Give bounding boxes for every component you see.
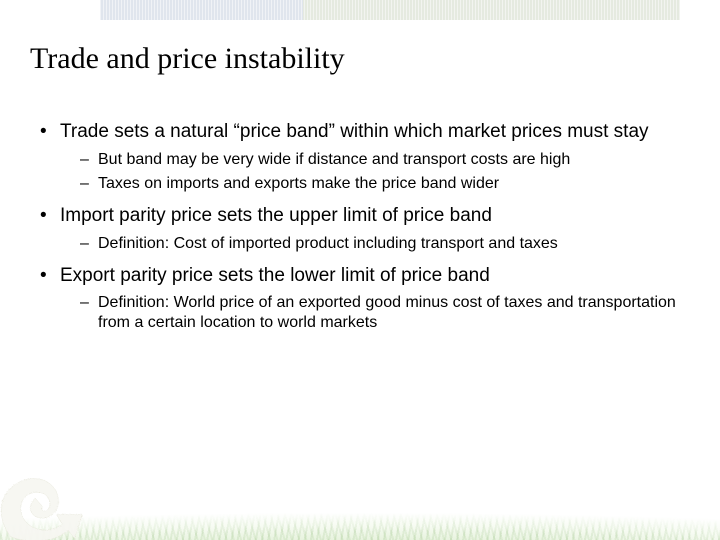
- bullet-text: Export parity price sets the lower limit…: [60, 265, 490, 286]
- list-item: Definition: World price of an exported g…: [60, 293, 680, 333]
- sub-bullet-list: Definition: Cost of imported product inc…: [60, 234, 680, 254]
- list-item: But band may be very wide if distance an…: [60, 150, 680, 170]
- slide-title: Trade and price instability: [30, 42, 345, 76]
- list-item: Import parity price sets the upper limit…: [34, 204, 680, 254]
- sub-bullet-list: Definition: World price of an exported g…: [60, 293, 680, 333]
- list-item: Taxes on imports and exports make the pr…: [60, 174, 680, 194]
- sub-bullet-list: But band may be very wide if distance an…: [60, 150, 680, 194]
- footer-decoration: [0, 430, 720, 540]
- list-item: Trade sets a natural “price band” within…: [34, 120, 680, 194]
- top-decorative-bar: [100, 0, 680, 20]
- list-item: Definition: Cost of imported product inc…: [60, 234, 680, 254]
- bullet-text: Import parity price sets the upper limit…: [60, 205, 492, 226]
- list-item: Export parity price sets the lower limit…: [34, 264, 680, 334]
- bullet-text: Trade sets a natural “price band” within…: [60, 121, 649, 142]
- slide-content: Trade sets a natural “price band” within…: [34, 120, 680, 343]
- grass-texture: [0, 430, 720, 540]
- swirl-arrow-icon: [0, 436, 100, 540]
- bullet-list: Trade sets a natural “price band” within…: [34, 120, 680, 333]
